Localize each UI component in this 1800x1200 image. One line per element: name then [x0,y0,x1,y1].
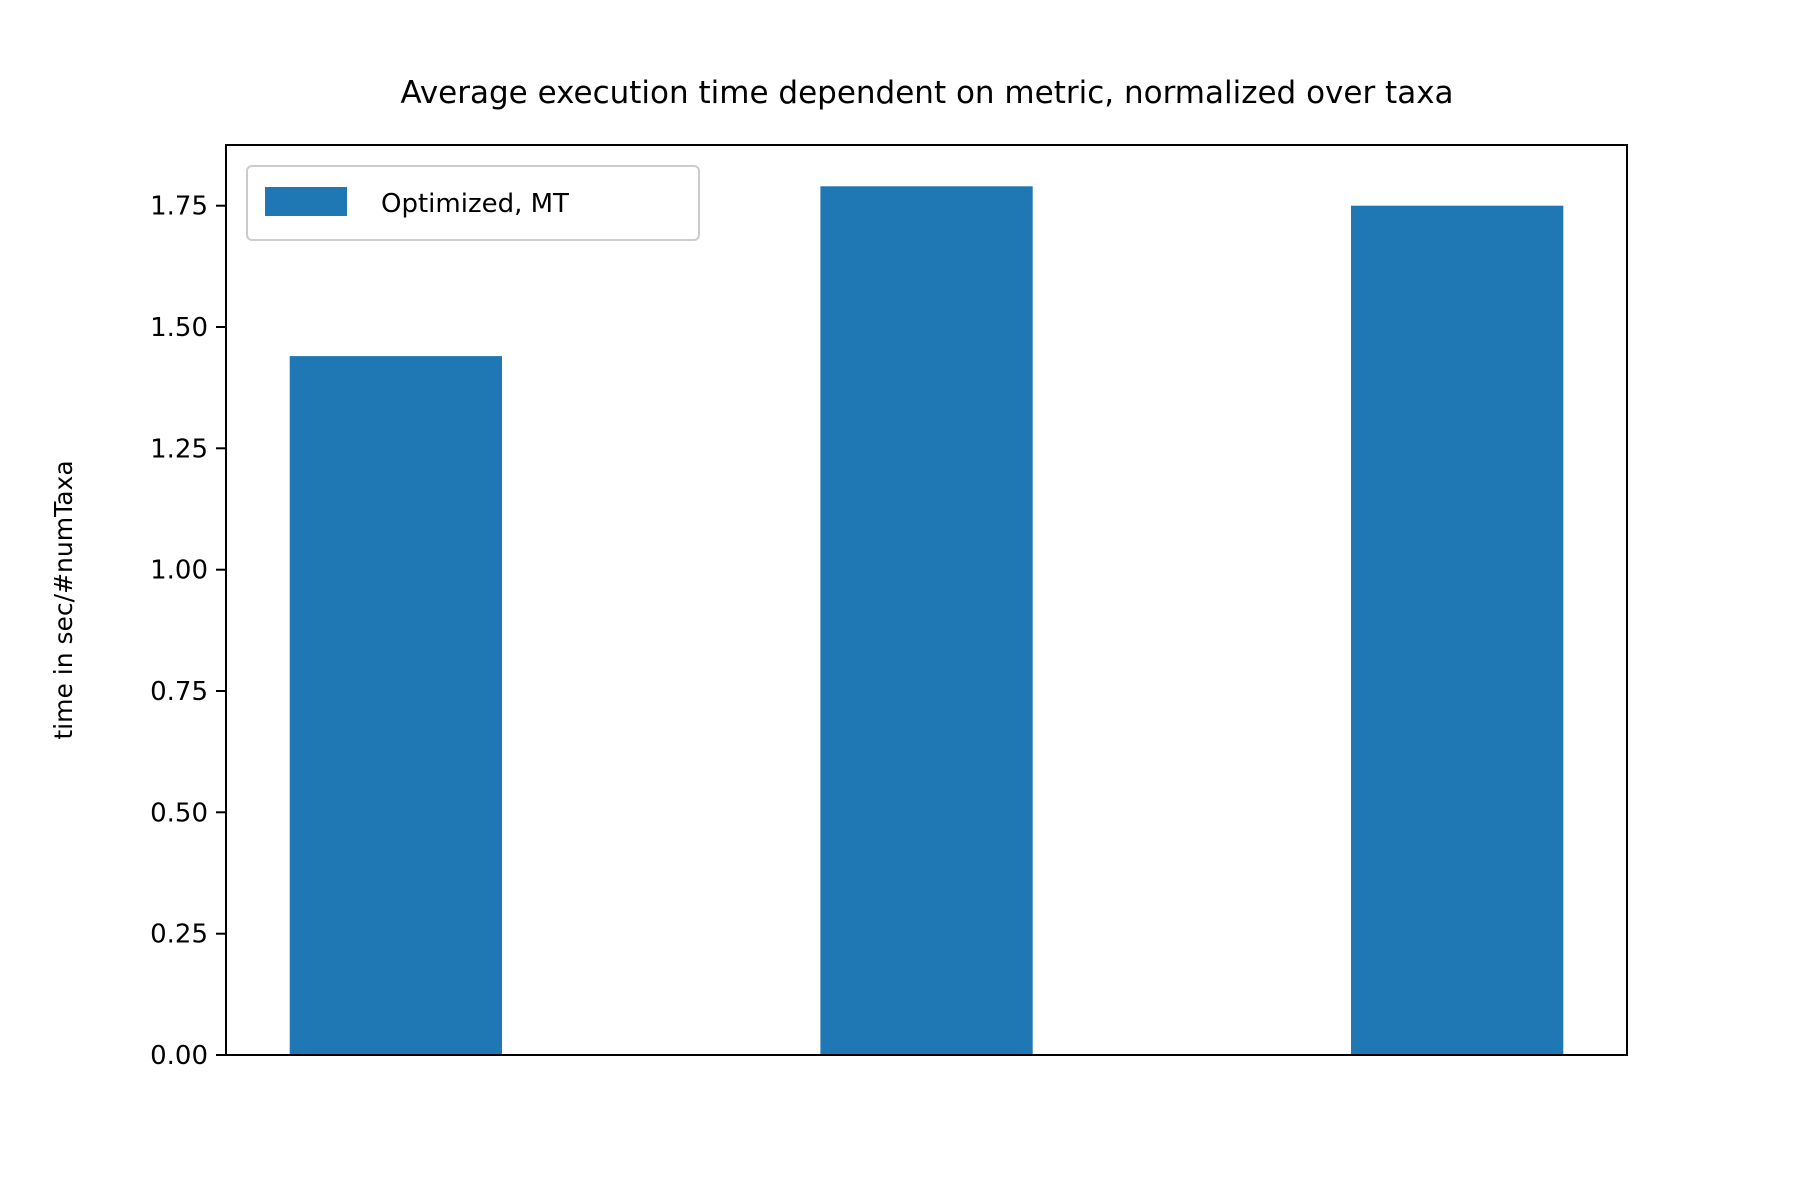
bar-3 [1351,205,1564,1055]
y-tick-label: 0.00 [150,1041,208,1071]
plot-frame [225,144,1628,1056]
y-tick-label: 0.50 [150,798,208,828]
bars-layer [289,186,1564,1056]
bar-2 [820,186,1033,1056]
bar-1 [289,356,502,1056]
y-axis-ticks: 0.00 0.25 0.50 0.75 1.00 1.25 1.50 1.75 [150,192,226,1071]
y-tick-label: 1.25 [150,434,208,464]
y-tick-label: 1.75 [150,192,208,222]
legend-swatch [265,187,347,216]
y-tick-label: 1.00 [150,556,208,586]
legend-box [246,165,700,241]
y-tick-label: 0.25 [150,920,208,950]
chart-title: Average execution time dependent on metr… [400,75,1453,111]
legend-label: Optimized, MT [381,189,569,219]
y-axis-label: time in sec/#numTaxa [49,460,78,739]
y-tick-label: 1.50 [150,313,208,343]
y-tick-label: 0.75 [150,677,208,707]
legend: Optimized, MT [246,165,700,241]
